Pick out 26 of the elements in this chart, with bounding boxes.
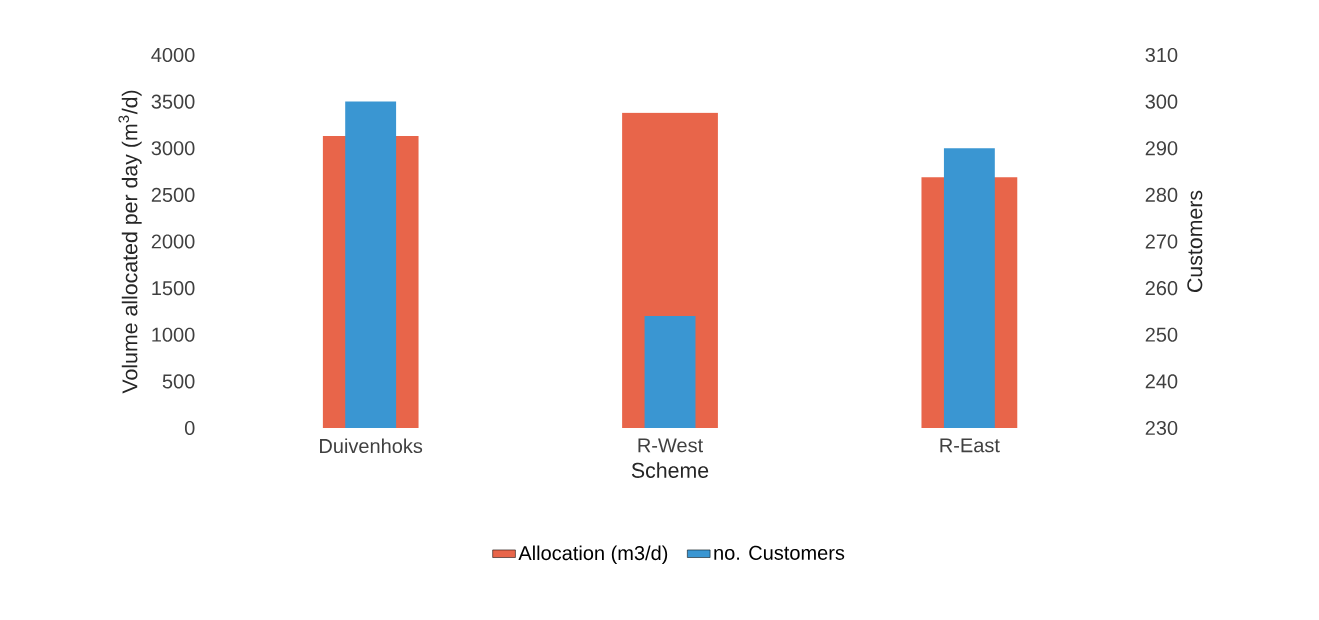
x-tick-label: Duivenhoks bbox=[320, 438, 423, 454]
y2-tick-label: 280 bbox=[1145, 187, 1178, 202]
y-axis-title: Volume allocated per day (m$^{3}$/d) bbox=[118, 90, 142, 394]
x-axis-title: Scheme bbox=[631, 462, 709, 478]
y2-tick-label: 290 bbox=[1145, 141, 1178, 156]
y-tick-label: 3000 bbox=[151, 141, 195, 156]
y-tick-label: 1000 bbox=[152, 327, 195, 342]
y2-tick-label: 250 bbox=[1145, 327, 1178, 342]
y2-axis-title: Customers bbox=[1187, 190, 1203, 292]
y2-tick-label: 240 bbox=[1145, 374, 1178, 389]
y2-tick-label: 260 bbox=[1145, 281, 1178, 296]
legend-label: no. Customers bbox=[714, 545, 845, 560]
y2-tick-label: 300 bbox=[1145, 94, 1178, 109]
y-tick-label: 1500 bbox=[152, 281, 195, 296]
y2-tick-label: 230 bbox=[1145, 420, 1178, 436]
y-tick-label: 0 bbox=[184, 420, 195, 436]
y-tick-label: 500 bbox=[162, 374, 195, 389]
y-tick-label: 4000 bbox=[151, 47, 195, 63]
y-tick-label: 3500 bbox=[151, 94, 195, 109]
y-tick-label: 2000 bbox=[151, 234, 195, 249]
y2-tick-label: 310 bbox=[1145, 47, 1178, 63]
x-tick-label: R-West bbox=[638, 438, 704, 453]
y2-tick-label: 270 bbox=[1145, 234, 1178, 249]
legend-label: Allocation (m3/d) bbox=[518, 545, 668, 565]
y-tick-label: 2500 bbox=[151, 187, 195, 202]
x-tick-label: R-East bbox=[940, 438, 1000, 453]
